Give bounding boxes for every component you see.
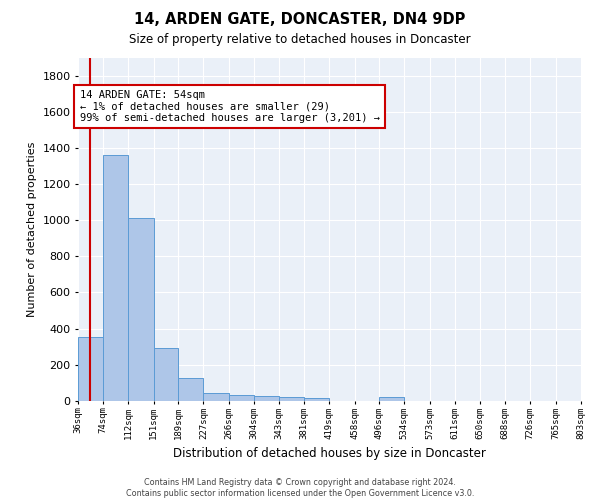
Bar <box>379 397 404 401</box>
Bar <box>79 336 103 401</box>
X-axis label: Distribution of detached houses by size in Doncaster: Distribution of detached houses by size … <box>173 447 486 460</box>
Text: Size of property relative to detached houses in Doncaster: Size of property relative to detached ho… <box>129 32 471 46</box>
Bar <box>229 394 254 401</box>
Bar <box>103 155 128 401</box>
Text: 14, ARDEN GATE, DONCASTER, DN4 9DP: 14, ARDEN GATE, DONCASTER, DN4 9DP <box>134 12 466 28</box>
Bar <box>154 348 178 401</box>
Text: Contains HM Land Registry data © Crown copyright and database right 2024.
Contai: Contains HM Land Registry data © Crown c… <box>126 478 474 498</box>
Bar <box>254 396 280 401</box>
Bar <box>280 397 304 401</box>
Bar <box>203 394 229 401</box>
Text: 14 ARDEN GATE: 54sqm
← 1% of detached houses are smaller (29)
99% of semi-detach: 14 ARDEN GATE: 54sqm ← 1% of detached ho… <box>80 90 380 123</box>
Bar <box>178 378 203 401</box>
Y-axis label: Number of detached properties: Number of detached properties <box>27 142 37 317</box>
Bar <box>128 218 154 401</box>
Bar <box>304 398 329 401</box>
